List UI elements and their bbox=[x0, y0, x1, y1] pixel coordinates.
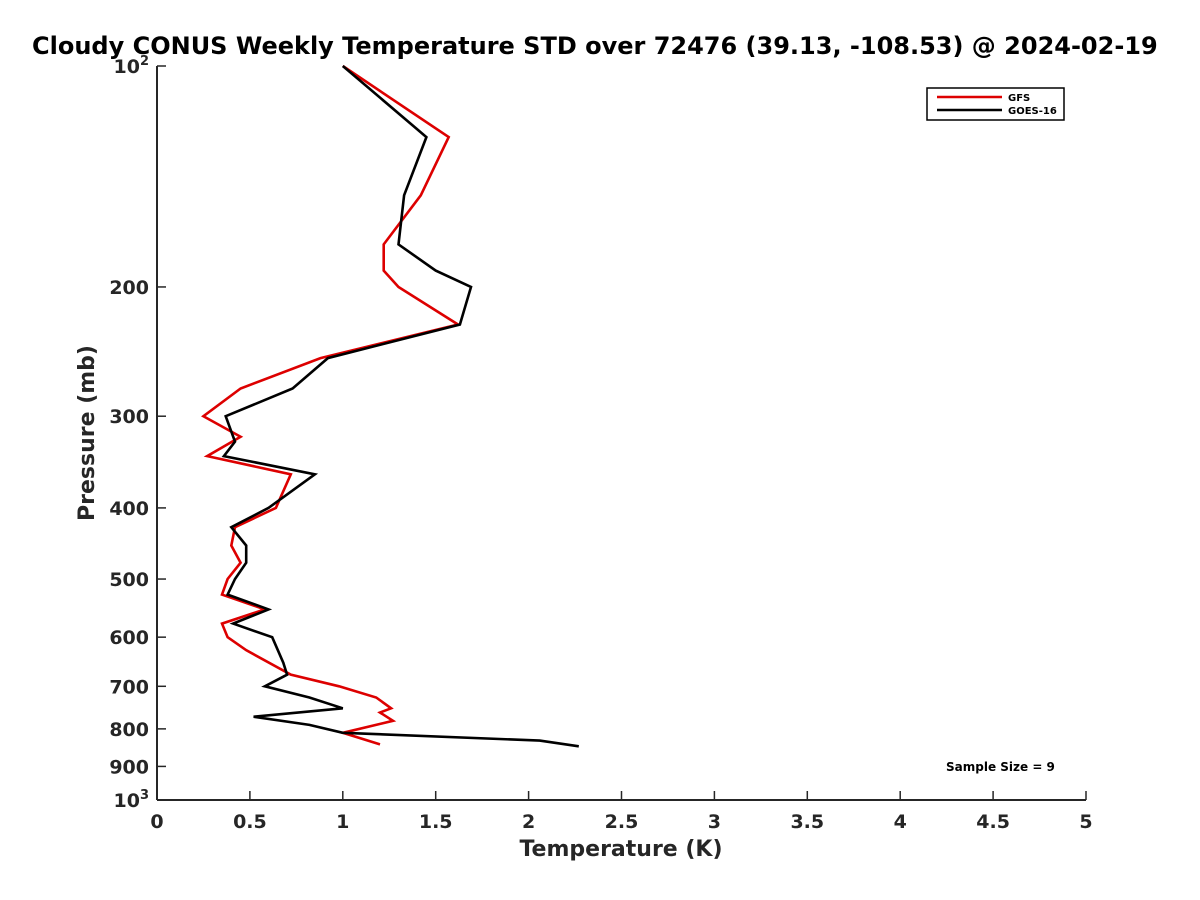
sample-size-annotation: Sample Size = 9 bbox=[946, 760, 1055, 774]
x-tick-label: 4.5 bbox=[976, 811, 1010, 833]
y-tick-label: 103 bbox=[114, 788, 150, 812]
y-tick-label: 400 bbox=[109, 498, 149, 520]
chart-title: Cloudy CONUS Weekly Temperature STD over… bbox=[32, 32, 1158, 60]
legend-box bbox=[926, 87, 1065, 121]
y-tick-label: 102 bbox=[114, 54, 150, 78]
y-axis-label: Pressure (mb) bbox=[75, 345, 100, 521]
y-tick-label: 500 bbox=[109, 569, 149, 591]
series-line-goes-16 bbox=[221, 65, 579, 748]
x-tick-label: 4 bbox=[894, 811, 907, 833]
legend-label: GOES-16 bbox=[1008, 106, 1057, 117]
y-tick-label: 600 bbox=[109, 627, 149, 649]
series-line-gfs bbox=[201, 64, 462, 746]
x-axis-label: Temperature (K) bbox=[519, 837, 722, 862]
x-tick-label: 1.5 bbox=[419, 811, 453, 833]
x-tick-label: 3 bbox=[708, 811, 721, 833]
x-ticks: 0 0.5 1 1.5 2 2.5 3 3.5 4 4.5 5 bbox=[150, 791, 1093, 833]
series-group bbox=[201, 64, 579, 748]
x-tick-label: 0 bbox=[150, 811, 163, 833]
y-tick-label: 300 bbox=[109, 406, 149, 428]
y-tick-label: 900 bbox=[109, 756, 149, 778]
y-ticks: 102 200 300 400 500 600 700 800 900 103 bbox=[109, 54, 166, 812]
x-tick-label: 2.5 bbox=[605, 811, 639, 833]
x-tick-label: 1 bbox=[336, 811, 349, 833]
legend: GFS GOES-16 bbox=[926, 87, 1065, 121]
y-tick-label: 700 bbox=[109, 676, 149, 698]
plot-area: 0 0.5 1 1.5 2 2.5 3 3.5 4 4.5 5 102 200 300 400 500 600… bbox=[109, 54, 1092, 833]
y-tick-label: 800 bbox=[109, 719, 149, 741]
legend-label: GFS bbox=[1008, 93, 1030, 104]
x-tick-label: 2 bbox=[522, 811, 535, 833]
x-tick-label: 0.5 bbox=[233, 811, 267, 833]
x-tick-label: 5 bbox=[1079, 811, 1092, 833]
x-tick-label: 3.5 bbox=[790, 811, 824, 833]
y-tick-label: 200 bbox=[109, 277, 149, 299]
